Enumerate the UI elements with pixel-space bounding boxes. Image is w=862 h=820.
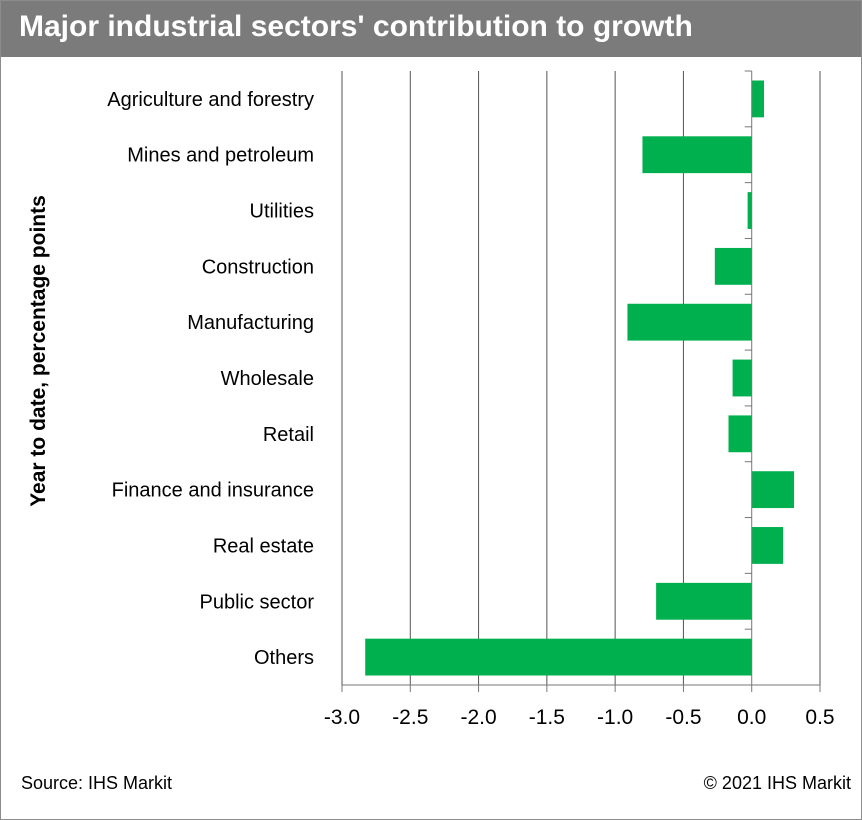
x-tick-label: 0.0 [737,706,766,729]
category-label: Mines and petroleum [127,145,314,167]
category-label: Public sector [200,591,315,613]
category-label: Construction [202,256,314,278]
y-axis-title: Year to date, percentage points [27,195,50,507]
x-tick-label: -3.0 [324,706,360,729]
bar [732,359,752,397]
x-tick-label: -2.0 [460,706,496,729]
bar [747,192,752,229]
bar [714,247,752,285]
bar [656,582,752,620]
bars [365,80,795,676]
source-note: Source: IHS Markit [21,773,173,793]
copyright-note: © 2021 IHS Markit [703,773,851,793]
x-tick-label: -1.5 [529,706,565,729]
bar [627,303,752,341]
x-tick-labels: -3.0 -2.5 -2.0 -1.5 -1.0 -0.5 0.0 0.5 [324,706,835,729]
category-label: Others [254,647,314,669]
bar [365,638,752,676]
x-tick-label: -1.0 [597,706,633,729]
x-tick-label: -0.5 [665,706,701,729]
category-label: Agriculture and forestry [107,89,314,111]
bar [728,415,752,453]
bar [751,527,784,564]
bar [751,471,795,509]
category-label: Real estate [213,535,314,557]
chart-title: Major industrial sectors' contribution t… [19,10,693,43]
bar [642,136,752,174]
category-label: Retail [263,424,314,446]
grid-lines [341,71,821,685]
category-label: Utilities [250,201,314,223]
category-labels: Agriculture and forestry Mines and petrol… [107,89,314,669]
category-label: Wholesale [221,368,314,390]
category-label: Manufacturing [187,312,314,334]
x-tick-label: 0.5 [805,706,834,729]
bar [751,80,765,118]
category-label: Finance and insurance [112,480,314,502]
axes [341,70,821,692]
x-tick-label: -2.5 [392,706,428,729]
title-bar: Major industrial sectors' contribution t… [1,1,861,57]
